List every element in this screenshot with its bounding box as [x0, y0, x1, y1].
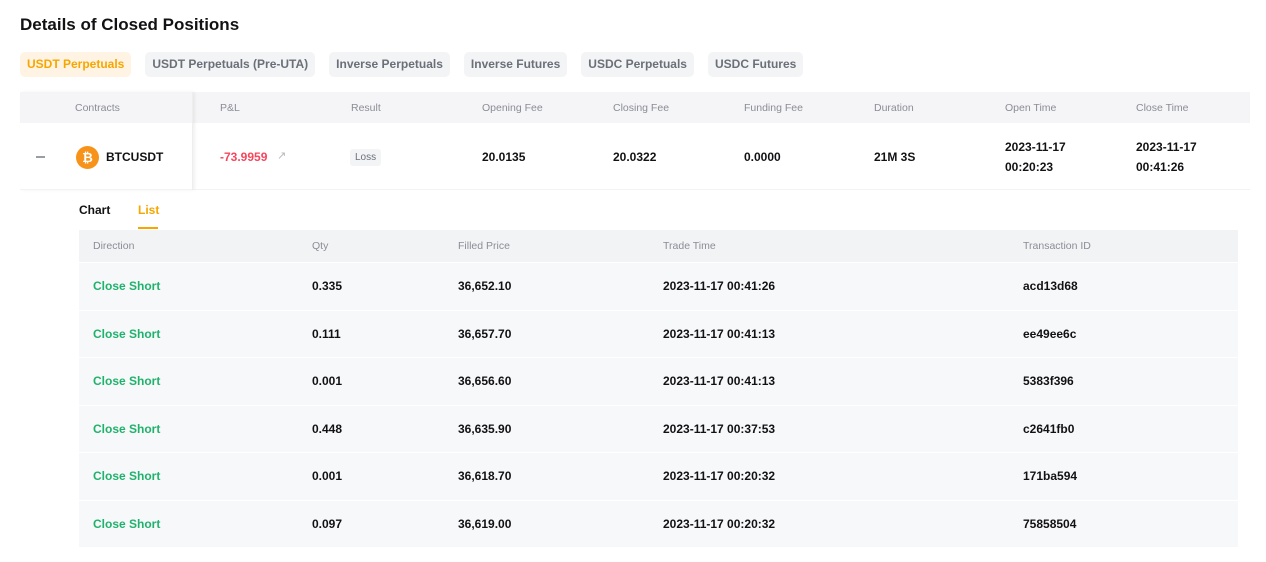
duration: 21M 3S [874, 150, 916, 164]
trade-row: Close Short 0.001 36,656.60 2023-11-17 00:4… [79, 357, 1238, 405]
filled-price: 36,656.60 [458, 374, 512, 388]
tab-list[interactable]: List [138, 203, 160, 217]
qty: 0.335 [312, 279, 343, 293]
transaction-id: 5383f396 [1023, 374, 1074, 388]
qty: 0.001 [312, 374, 343, 388]
direction: Close Short [93, 516, 161, 531]
page-title: Details of Closed Positions [20, 15, 240, 34]
header-funding-fee: Funding Fee [744, 102, 803, 114]
opening-fee: 20.0135 [482, 150, 526, 164]
header-direction: Direction [93, 240, 135, 252]
trade-row: Close Short 0.111 36,657.70 2023-11-17 00:4… [79, 309, 1238, 357]
header-close-time: Close Time [1136, 102, 1189, 114]
tab-usdt-perpetuals-pre-uta[interactable]: USDT Perpetuals (Pre-UTA) [145, 52, 316, 77]
tab-inverse-futures[interactable]: Inverse Futures [463, 52, 568, 77]
position-row: ₿ BTCUSDT -73.9959 ↗ Loss 20.0135 20.032… [20, 123, 1250, 190]
header-contracts: Contracts [75, 102, 120, 114]
trade-time: 2023-11-17 00:37:53 [663, 421, 776, 436]
header-open-time: Open Time [1005, 102, 1057, 114]
active-tab-indicator [138, 227, 158, 229]
trade-time: 2023-11-17 00:41:13 [663, 326, 776, 341]
header-qty: Qty [312, 240, 329, 252]
header-opening-fee: Opening Fee [482, 102, 543, 114]
product-tabs: USDT Perpetuals USDT Perpetuals (Pre-UTA… [20, 52, 804, 77]
filled-price: 36,619.00 [458, 516, 512, 531]
filled-price: 36,635.90 [458, 421, 512, 436]
direction: Close Short [93, 326, 161, 341]
tab-chart[interactable]: Chart [79, 203, 111, 217]
trade-time: 2023-11-17 00:41:26 [663, 279, 776, 293]
tab-usdt-perpetuals[interactable]: USDT Perpetuals [20, 52, 132, 77]
direction: Close Short [93, 279, 161, 293]
qty: 0.001 [312, 469, 343, 483]
external-link-icon[interactable]: ↗ [277, 150, 287, 162]
trade-time: 2023-11-17 00:20:32 [663, 516, 776, 531]
filled-price: 36,618.70 [458, 469, 512, 483]
trade-row: Close Short 0.001 36,618.70 2023-11-17 00:2… [79, 452, 1238, 500]
transaction-id: 75858504 [1023, 516, 1077, 531]
open-date: 2023-11-17 [1005, 140, 1066, 154]
header-transaction-id: Transaction ID [1023, 240, 1091, 252]
transaction-id: ee49ee6c [1023, 326, 1077, 341]
trade-time: 2023-11-17 00:20:32 [663, 469, 776, 483]
header-pnl: P&L [220, 102, 240, 114]
header-trade-time: Trade Time [663, 240, 716, 252]
closing-fee: 20.0322 [613, 150, 657, 164]
qty: 0.097 [312, 516, 343, 531]
tab-usdc-perpetuals[interactable]: USDC Perpetuals [581, 52, 694, 77]
qty: 0.448 [312, 421, 343, 436]
close-time: 00:41:26 [1136, 160, 1185, 174]
header-filled-price: Filled Price [458, 240, 510, 252]
result-badge: Loss [350, 149, 382, 166]
direction: Close Short [93, 421, 161, 436]
header-closing-fee: Closing Fee [613, 102, 670, 114]
header-duration: Duration [874, 102, 914, 114]
open-time: 00:20:23 [1005, 160, 1054, 174]
bitcoin-icon: ₿ [76, 146, 99, 169]
pnl-value: -73.9959 [220, 150, 268, 164]
trade-time: 2023-11-17 00:41:13 [663, 374, 776, 388]
trade-row: Close Short 0.097 36,619.00 2023-11-17 00:2… [79, 499, 1238, 547]
filled-price: 36,657.70 [458, 326, 512, 341]
trades-table: Direction Qty Filled Price Trade Time Tr… [79, 230, 1238, 547]
positions-table-header: Contracts P&L Result Opening Fee Closing… [20, 92, 1250, 123]
tab-usdc-futures[interactable]: USDC Futures [707, 52, 804, 77]
tab-inverse-perpetuals[interactable]: Inverse Perpetuals [329, 52, 450, 77]
trades-table-header: Direction Qty Filled Price Trade Time Tr… [79, 230, 1238, 262]
trade-row: Close Short 0.335 36,652.10 2023-11-17 00:4… [79, 262, 1238, 310]
collapse-icon[interactable] [36, 156, 45, 158]
transaction-id: c2641fb0 [1023, 421, 1075, 436]
close-date: 2023-11-17 [1136, 140, 1197, 154]
qty: 0.111 [312, 326, 341, 341]
funding-fee: 0.0000 [744, 150, 781, 164]
direction: Close Short [93, 374, 161, 388]
transaction-id: 171ba594 [1023, 469, 1078, 483]
header-result: Result [351, 102, 381, 114]
contract-name: BTCUSDT [106, 150, 164, 164]
transaction-id: acd13d68 [1023, 279, 1078, 293]
trade-row: Close Short 0.448 36,635.90 2023-11-17 00:3… [79, 404, 1238, 452]
direction: Close Short [93, 469, 161, 483]
filled-price: 36,652.10 [458, 279, 512, 293]
